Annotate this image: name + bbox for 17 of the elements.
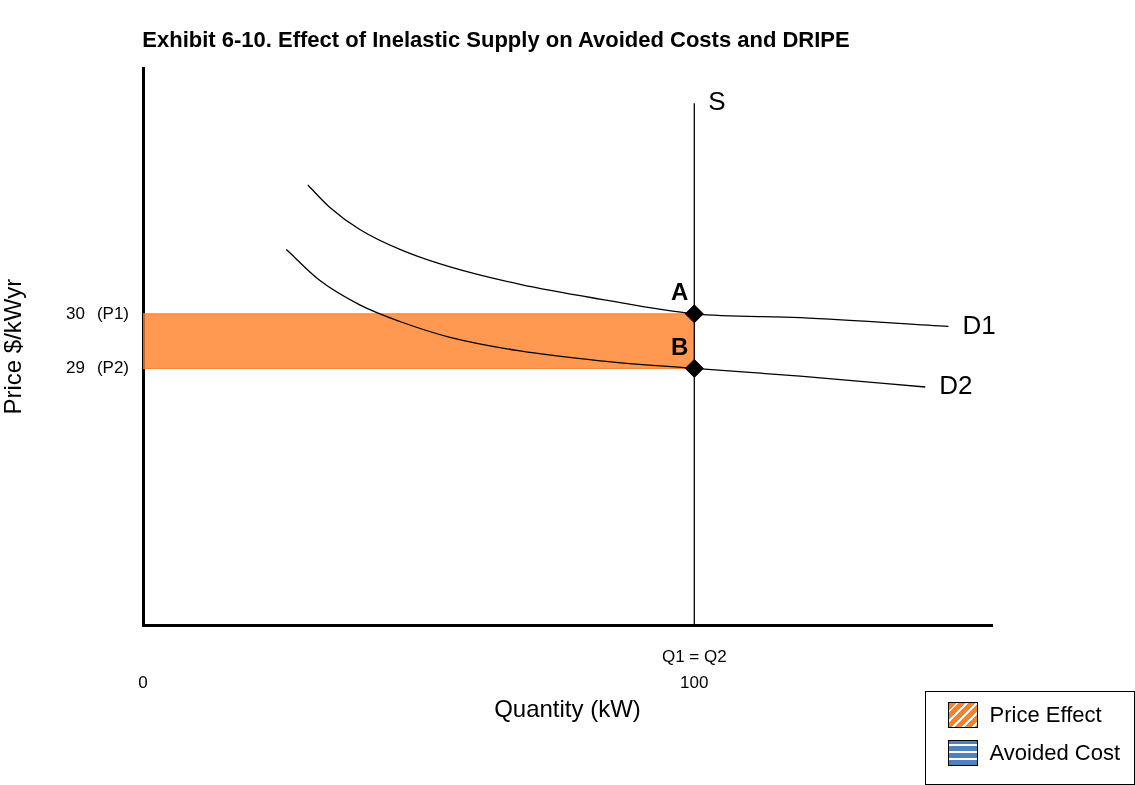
series-label: S	[708, 86, 726, 117]
annotation: B	[670, 333, 689, 361]
text: (P1)	[96, 303, 129, 323]
x-tick-label: 0	[138, 672, 148, 692]
y-tick-label: 29	[66, 358, 85, 378]
legend-label: Avoided Cost	[989, 740, 1120, 766]
chart-title: Exhibit 6-10. Effect of Inelastic Supply on Avoided Costs and DRIPE	[142, 27, 850, 53]
legend-label: Price Effect	[989, 702, 1102, 728]
y-tick-label: 30	[66, 303, 85, 323]
series-label: D1	[962, 309, 996, 340]
text: Q1 = Q2	[661, 647, 727, 667]
y-axis-title: Price $/kWyr	[0, 278, 27, 415]
x-axis-title: Quantity (kW)	[494, 695, 641, 723]
annotation: A	[670, 278, 689, 306]
text: (P2)	[96, 358, 129, 378]
x-tick-label: 100	[680, 672, 709, 692]
series-label: D2	[939, 370, 973, 401]
